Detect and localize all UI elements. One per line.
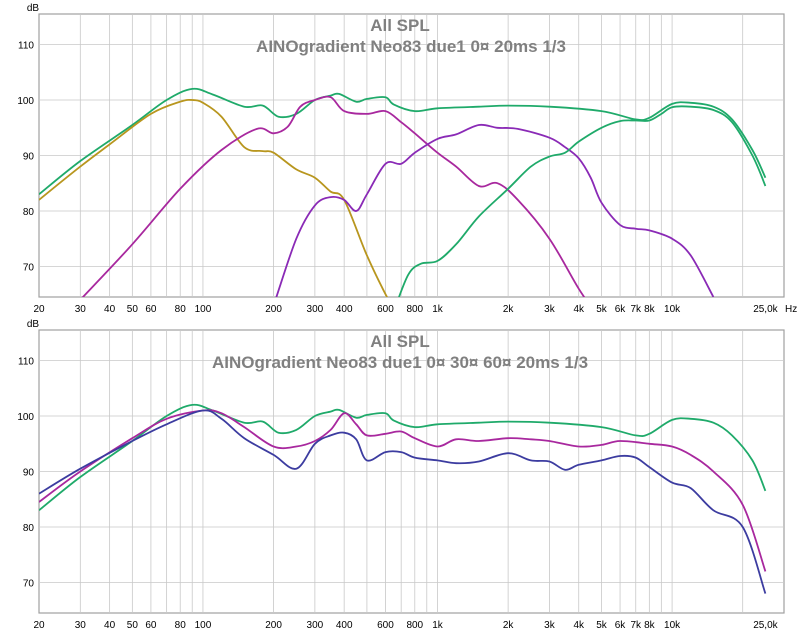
top-x-tick-label: 4k (573, 304, 585, 315)
top-x-tick-label: 30 (75, 304, 87, 315)
top-x-tick-label: 8k (644, 304, 656, 315)
bottom-y-tick-label: 110 (18, 357, 34, 368)
bottom-x-tick-label: 200 (265, 620, 282, 631)
top-x-tick-label: 6k (615, 304, 627, 315)
bottom-x-tick-label: 80 (175, 620, 187, 631)
top-chart-subtitle: AINOgradient Neo83 due1 0¤ 20ms 1/3 (256, 37, 566, 56)
top-x-tick-label: 600 (377, 304, 394, 315)
bottom-y-tick-label: 90 (23, 468, 35, 479)
bottom-x-tick-label: 1k (432, 620, 444, 631)
bottom-x-tick-label: 20 (33, 620, 45, 631)
bottom-chart-panel: 70 80 90 100 110 20 30 40 50 60 80 100 200 300 400 600 8… (17, 319, 785, 631)
top-series (39, 87, 767, 297)
top-x-tick-label: 3k (544, 304, 556, 315)
top-series-line-1 (39, 87, 767, 196)
bottom-series-line-2 (39, 409, 767, 572)
top-chart-title: All SPL (370, 16, 430, 35)
top-ticks: 70 80 90 100 110 20 30 40 50 60 80 100 200 300 400 600 8… (17, 41, 778, 315)
top-x-tick-label: 20 (33, 304, 45, 315)
bottom-x-tick-label: 30 (75, 620, 87, 631)
bottom-x-tick-label: 2k (503, 620, 515, 631)
top-series-line-5 (398, 105, 767, 297)
bottom-x-tick-label: 3k (544, 620, 556, 631)
bottom-x-tick-label: 8k (644, 620, 656, 631)
bottom-x-tick-label: 10k (664, 620, 681, 631)
top-x-tick-label: 10k (664, 304, 681, 315)
top-x-tick-label: 2k (503, 304, 515, 315)
top-x-tick-label: 100 (195, 304, 212, 315)
bottom-x-tick-label: 50 (127, 620, 139, 631)
bottom-series-line-3 (39, 409, 767, 594)
bottom-x-tick-label: 300 (307, 620, 324, 631)
bottom-x-tick-label: 6k (615, 620, 627, 631)
top-y-tick-label: 70 (23, 262, 35, 273)
top-x-tick-label: 7k (630, 304, 642, 315)
bottom-ticks: 70 80 90 100 110 20 30 40 50 60 80 100 200 300 400 600 8… (17, 357, 778, 631)
top-y-tick-label: 80 (23, 207, 35, 218)
top-chart-panel: 70 80 90 100 110 20 30 40 50 60 80 100 200 300 400 600 8… (17, 3, 797, 315)
top-y-tick-label: 90 (23, 152, 35, 163)
bottom-series (39, 403, 767, 594)
bottom-x-tick-label: 600 (377, 620, 394, 631)
top-x-tick-label: 1k (432, 304, 444, 315)
bottom-y-tick-label: 80 (23, 523, 35, 534)
top-grid (39, 14, 784, 297)
bottom-x-tick-label: 60 (145, 620, 157, 631)
top-x-tick-label: 800 (406, 304, 423, 315)
top-series-line-2 (39, 98, 388, 297)
bottom-x-tick-label: 400 (336, 620, 353, 631)
bottom-x-tick-label: 4k (573, 620, 585, 631)
top-x-tick-label: 5k (596, 304, 608, 315)
bottom-x-tick-label: 100 (195, 620, 212, 631)
top-x-tick-label: 200 (265, 304, 282, 315)
top-x-tick-label: 400 (336, 304, 353, 315)
bottom-x-tick-label: 7k (630, 620, 642, 631)
top-series-line-3 (81, 95, 586, 297)
top-x-unit-label: Hz (785, 304, 797, 315)
top-x-tick-label: 60 (145, 304, 157, 315)
bottom-chart-subtitle: AINOgradient Neo83 due1 0¤ 30¤ 60¤ 20ms … (212, 353, 588, 372)
top-y-tick-label: 100 (17, 96, 34, 107)
top-x-tick-label: 300 (307, 304, 324, 315)
bottom-x-tick-label: 40 (104, 620, 116, 631)
bottom-y-tick-label: 70 (23, 578, 35, 589)
top-x-tick-label: 25,0k (753, 304, 778, 315)
bottom-x-tick-label: 5k (596, 620, 608, 631)
bottom-x-tick-label: 25,0k (753, 620, 778, 631)
bottom-chart-title: All SPL (370, 332, 430, 351)
top-x-tick-label: 40 (104, 304, 116, 315)
top-y-unit-label: dB (27, 3, 40, 14)
bottom-x-tick-label: 800 (406, 620, 423, 631)
bottom-y-tick-label: 100 (17, 412, 34, 423)
top-x-tick-label: 50 (127, 304, 139, 315)
top-x-tick-label: 80 (175, 304, 187, 315)
top-series-line-4 (275, 123, 715, 297)
bottom-grid (39, 330, 784, 613)
bottom-y-unit-label: dB (27, 319, 40, 330)
top-y-tick-label: 110 (18, 41, 34, 52)
